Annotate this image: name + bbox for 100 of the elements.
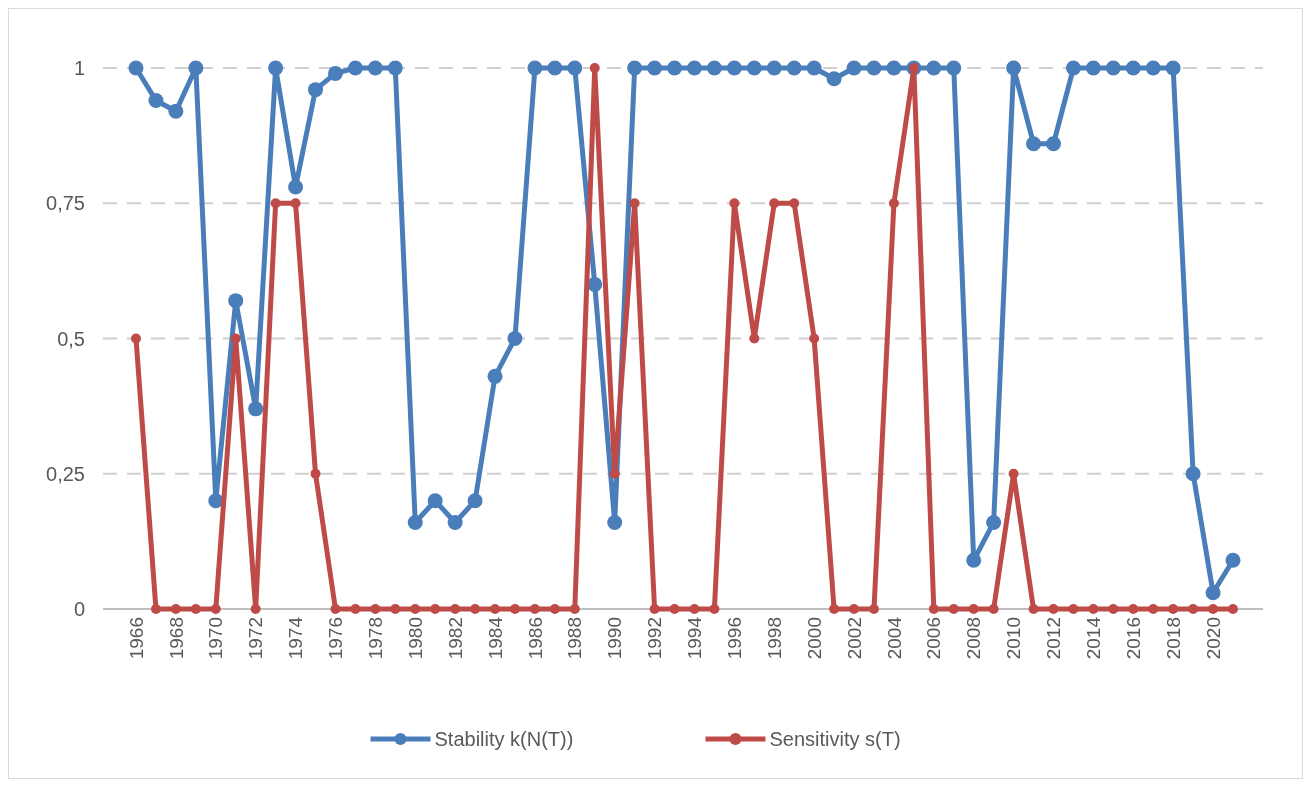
point [387,60,403,76]
y-tick-label: 0 [73,598,85,620]
point [746,60,762,76]
x-tick-label: 2018 [1162,617,1184,660]
x-tick-label: 1980 [404,617,426,660]
point [706,60,722,76]
point [168,103,184,119]
point [886,60,902,76]
x-tick-label: 2002 [843,617,865,660]
point [709,604,720,614]
x-tick-label: 1982 [444,617,466,660]
point [986,514,1002,530]
x-tick-label: 1996 [724,617,746,660]
point [188,60,204,76]
y-tick-label: 1 [73,57,85,79]
point [527,60,543,76]
point [826,71,842,87]
point [450,604,461,614]
point [1205,585,1221,601]
point [490,604,501,614]
point [769,198,780,209]
point [846,60,862,76]
point [948,604,959,614]
point [290,198,301,209]
point [250,604,261,614]
point [1108,604,1119,614]
legend-label: Stability k(N(T)) [434,728,574,750]
point [427,493,443,509]
point [1048,604,1059,614]
point [1006,60,1022,76]
y-tick-label: 0,75 [46,192,85,215]
x-tick-label: 1966 [125,617,147,660]
x-tick-label: 2006 [923,617,945,660]
point [1185,466,1201,482]
point [210,604,221,614]
point [627,60,643,76]
point [270,198,281,209]
point [1145,60,1161,76]
x-tick-label: 2014 [1083,616,1105,660]
point [509,604,520,614]
point [470,604,481,614]
point [1165,60,1181,76]
point [150,604,161,614]
point [607,514,623,530]
point [228,293,244,309]
point [809,333,820,344]
point [589,63,600,73]
point [686,60,702,76]
point [786,60,802,76]
point [128,60,144,76]
point [1188,604,1199,614]
point [350,604,361,614]
point [866,60,882,76]
x-tick-label: 1986 [524,617,546,660]
point [569,604,580,614]
point [749,333,760,344]
point [1028,604,1039,614]
point [1148,604,1159,614]
point [190,604,201,614]
point [330,604,341,614]
x-tick-label: 1970 [205,617,227,660]
point [327,65,343,81]
point [868,604,879,614]
point [367,60,383,76]
point [529,604,540,614]
point [647,60,663,76]
point [1068,604,1079,614]
point [549,604,560,614]
x-tick-label: 1998 [763,617,785,660]
point [806,60,822,76]
point [547,60,563,76]
point [1008,468,1019,479]
point [726,60,742,76]
x-tick-label: 1974 [285,616,307,660]
legend-label: Sensitivity s(T) [769,728,901,750]
x-tick-label: 1992 [644,617,666,660]
point [729,198,740,209]
point [946,60,962,76]
x-tick-label: 1990 [604,617,626,660]
point [148,92,164,108]
point [1088,604,1099,614]
x-tick-label: 1984 [484,616,506,660]
point [829,604,840,614]
x-tick-label: 1988 [564,617,586,660]
point [789,198,800,209]
x-tick-label: 2004 [883,616,905,660]
x-tick-label: 1994 [684,616,706,660]
point [347,60,363,76]
x-tick-label: 2016 [1122,617,1144,660]
x-tick-label: 2012 [1043,617,1065,660]
point [1208,604,1219,614]
x-tick-label: 2010 [1003,617,1025,660]
point [1225,552,1241,568]
point [766,60,782,76]
point [966,552,982,568]
point [1168,604,1179,614]
x-tick-label: 2008 [963,617,985,660]
x-tick-label: 2020 [1202,617,1224,660]
point [1065,60,1081,76]
point [587,276,603,292]
